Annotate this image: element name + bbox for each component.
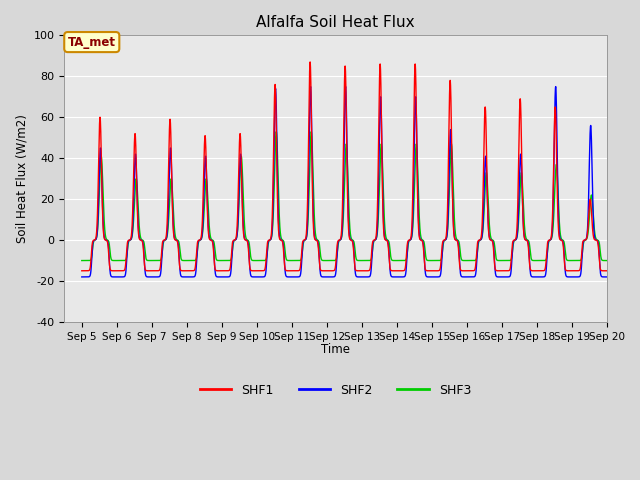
Y-axis label: Soil Heat Flux (W/m2): Soil Heat Flux (W/m2) — [15, 114, 28, 243]
Text: TA_met: TA_met — [68, 36, 116, 48]
Title: Alfalfa Soil Heat Flux: Alfalfa Soil Heat Flux — [257, 15, 415, 30]
Legend: SHF1, SHF2, SHF3: SHF1, SHF2, SHF3 — [195, 379, 476, 402]
X-axis label: Time: Time — [321, 343, 350, 356]
